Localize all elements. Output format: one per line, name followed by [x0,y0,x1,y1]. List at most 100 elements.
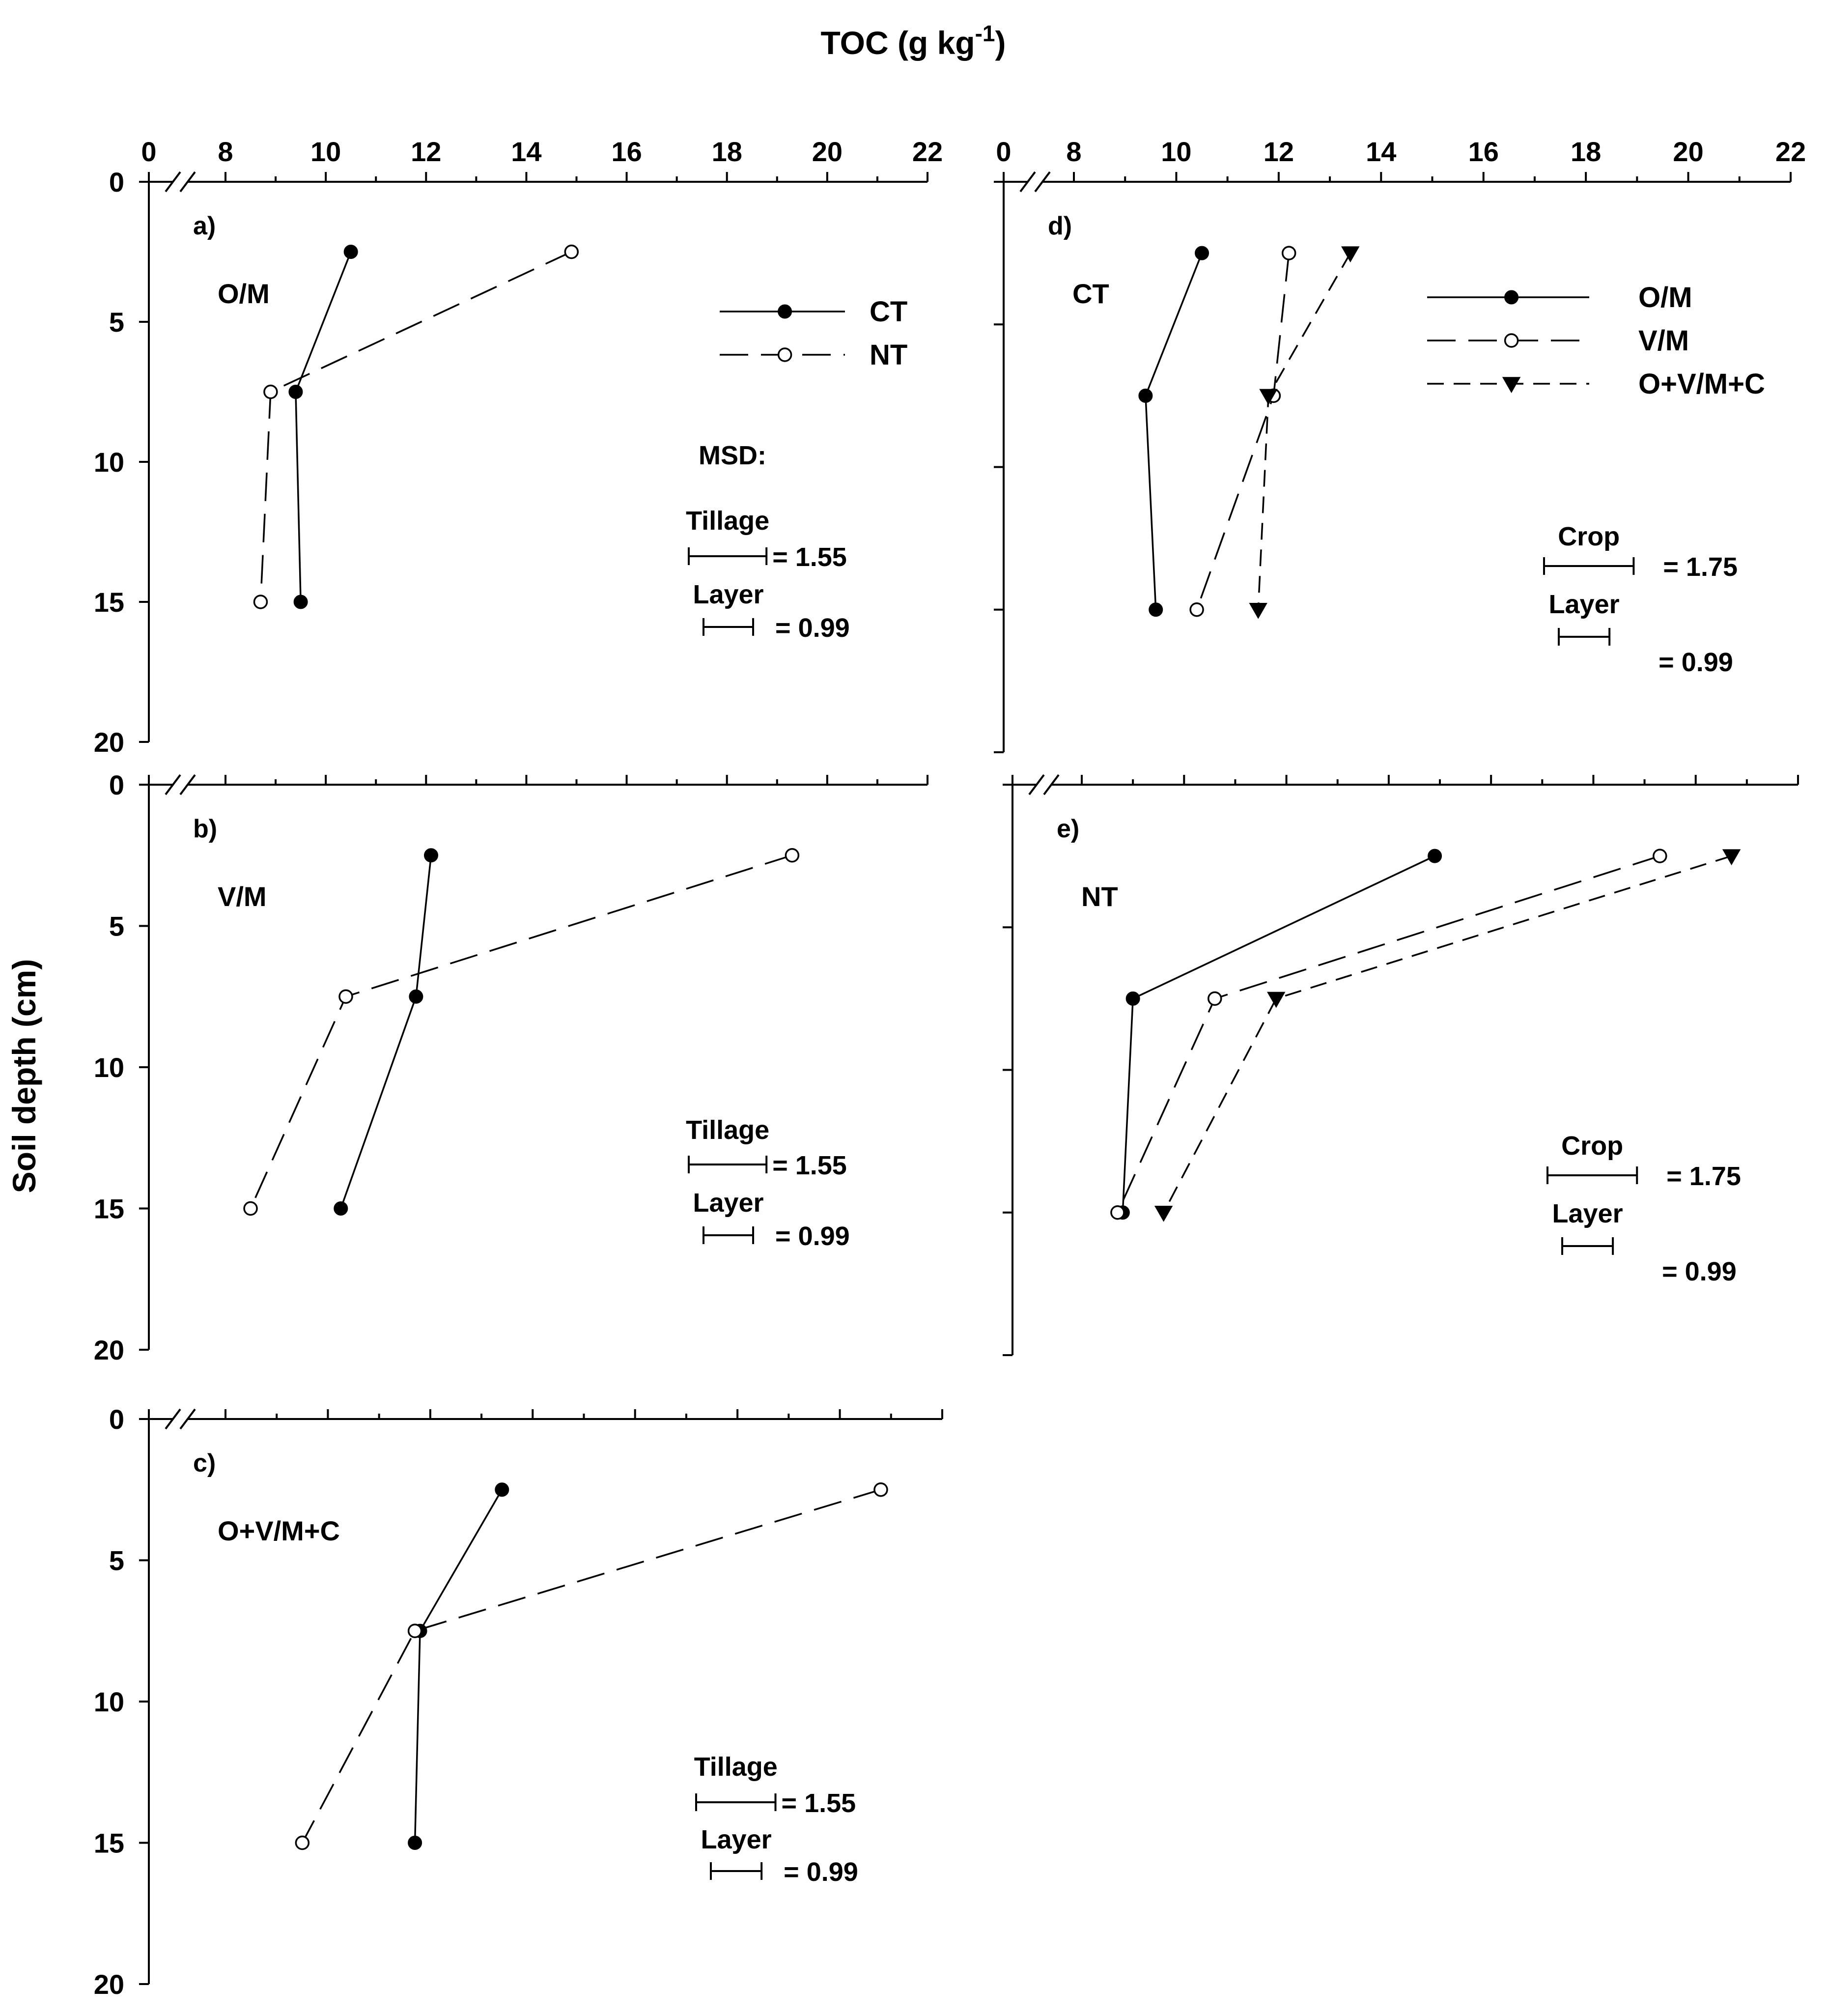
y-tick-label: 5 [109,307,124,338]
panel-letter: e) [1057,815,1079,843]
panel-name: CT [1072,278,1109,309]
legend-marker [1504,333,1519,348]
legend-marker [1502,377,1521,394]
data-point [564,244,579,259]
y-axis-title: Soil depth (cm) [6,959,42,1193]
msd-label: Layer [1552,1199,1623,1228]
data-point [407,1623,422,1638]
x-tick-label: 12 [1264,136,1294,167]
x-axis-title-main: TOC (g kg [820,25,975,61]
y-tick-label: 20 [94,1335,124,1365]
x-tick-label: 20 [812,136,843,167]
axis-break-mark [1034,171,1051,193]
y-tick-label: 15 [94,1828,124,1859]
msd-value: = 1.75 [1666,1162,1741,1191]
series-O+V/M+C [1249,246,1360,619]
data-point [1267,992,1286,1008]
axis-break-mark [165,171,181,193]
series-V/M [1189,246,1296,617]
panel-b: 0 5 10 15 20 b) V/M Tillage= 1.55 Layer = 0.99 [94,769,928,1365]
series-line [1122,855,1435,1213]
msd-bars: Crop = 1.75 Layer = 0.99 [1546,1131,1741,1286]
x-tick-label: 18 [1571,136,1601,167]
panel-letter: a) [193,212,216,240]
data-point [263,384,278,399]
msd-value: = 0.99 [1658,648,1733,677]
msd-value: = 1.55 [782,1789,856,1818]
x-tick-label: 10 [1161,136,1191,167]
legend-label: NT [870,339,907,371]
data-point [873,1482,888,1497]
data-point [1281,246,1296,260]
x-tick-label: 12 [411,136,441,167]
msd-label: Crop [1558,522,1620,551]
y-tick-label: 0 [109,769,124,800]
y-tick-label: 10 [94,447,124,478]
data-point [288,385,303,399]
axis-break-mark [179,171,196,193]
panel-letter: d) [1048,212,1072,240]
panel-name: O+V/M+C [218,1515,340,1546]
axis-break-mark [165,774,181,795]
series-line [1196,253,1290,610]
data-point [1195,246,1209,260]
msd-bars: Tillage= 1.55 Layer = 0.99 [686,1115,850,1251]
msd-bars: Crop = 1.75 Layer = 0.99 [1543,522,1738,677]
legend-label: CT [870,296,907,328]
data-point [409,989,423,1004]
msd-label: Crop [1561,1131,1623,1161]
msd-value: = 0.99 [775,1221,850,1251]
y-tick-label: 15 [94,1193,124,1224]
y-tick-label: 0 [109,167,124,198]
data-point [1154,1206,1173,1222]
series-line [259,251,572,602]
data-point [243,1201,258,1216]
y-tick-label: 0 [109,1404,124,1435]
series-NT [253,244,579,609]
x-tick-label: 10 [310,136,341,167]
axis-break-mark [179,774,196,795]
axis-break-mark [1028,774,1045,795]
legend-label: V/M [1638,325,1689,357]
legend-label: O/M [1638,282,1692,313]
msd-value: = 0.99 [775,613,850,643]
y-tick-label: 15 [94,587,124,618]
msd-value: = 1.55 [772,542,847,572]
series-line [301,1489,881,1844]
data-point [785,848,800,863]
msd-title: MSD: [699,441,766,470]
data-point [408,1836,422,1850]
y-tick-label: 10 [94,1052,124,1083]
series-O/M [1115,849,1442,1220]
x-tick-label: 22 [912,136,943,167]
series-CT [334,848,438,1216]
series-CT [288,245,358,609]
series-line [1163,855,1732,1213]
msd-label: Layer [693,580,763,609]
panel-e: e) NT Crop = 1.75 Layer = 0.99 [1003,774,1799,1356]
panel-d: 0 8 10 12 14 16 18 20 22 d) CT O/M V/M O+V/M+C Crop = 1… [994,136,1806,753]
y-tick-label: 20 [94,727,124,758]
x-tick-label: 0 [996,136,1011,167]
series-O/M [1138,246,1209,617]
msd-label: Tillage [686,506,769,536]
x-tick-label: 8 [1066,136,1081,167]
msd-bars: Tillage= 1.55 Layer = 0.99 [694,1752,858,1887]
msd-value: = 0.99 [784,1857,858,1887]
panel-a: 0 8 10 12 14 16 18 20 22 0 5 10 15 20 a) O/M CT NT MSD: Til… [94,136,943,758]
series-NT [295,1482,888,1850]
x-tick-label: 14 [511,136,541,167]
msd-label: Tillage [686,1115,769,1145]
data-point [1722,849,1741,866]
series-O+V/M+C [1154,849,1741,1222]
series-NT [243,848,800,1216]
series-line [414,1489,503,1843]
data-point [423,848,438,863]
data-point [334,1201,348,1216]
x-tick-label: 16 [1468,136,1499,167]
data-point [338,989,353,1004]
x-tick-label: 0 [141,136,156,167]
series-line [250,854,792,1209]
data-point [495,1482,509,1497]
